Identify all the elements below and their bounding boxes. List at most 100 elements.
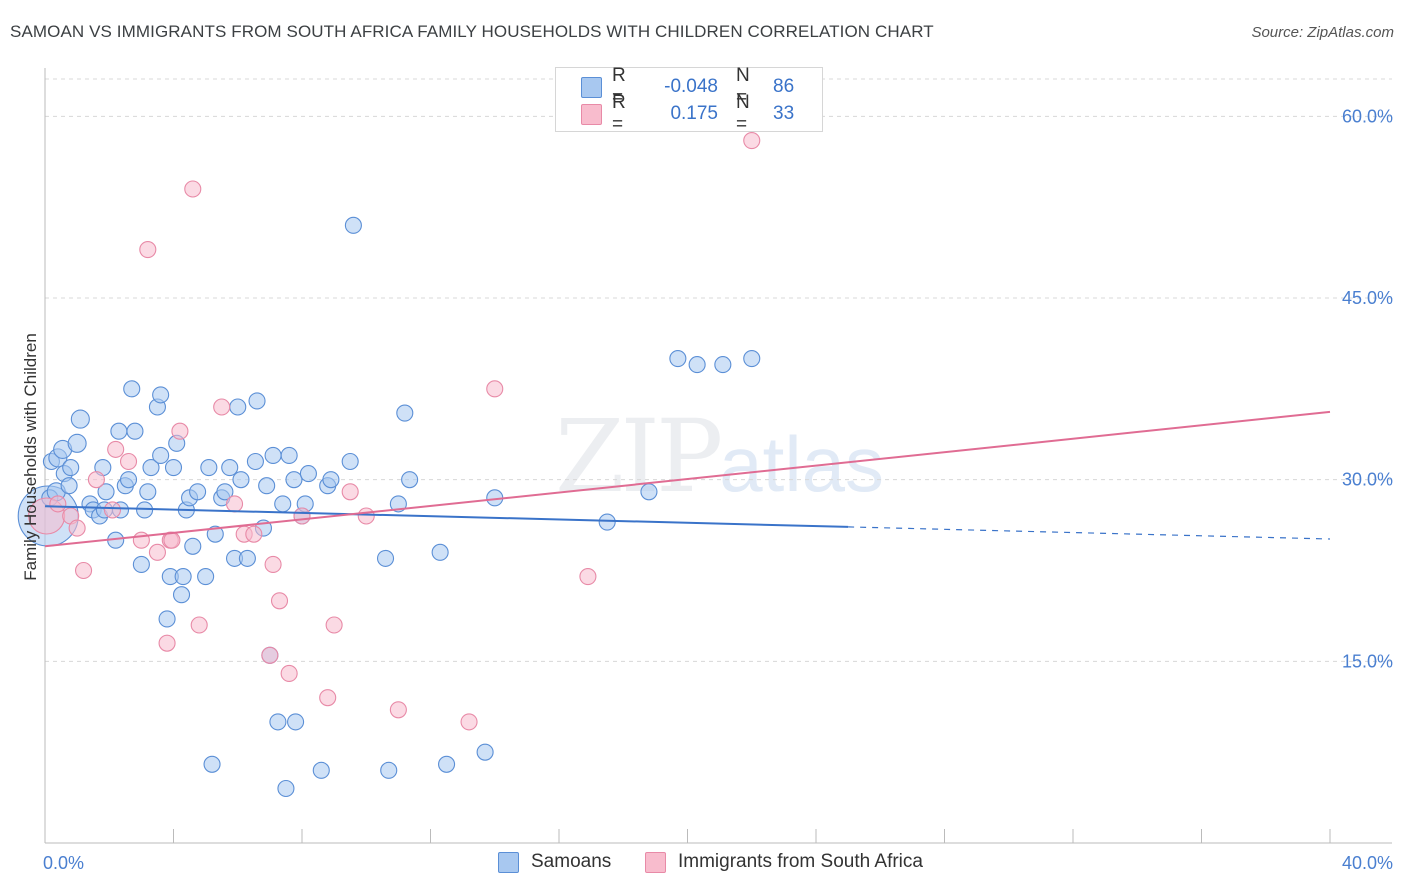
point-samoans (126, 422, 144, 440)
point-samoans (62, 459, 80, 477)
point-samoans (142, 459, 160, 477)
point-samoans (688, 356, 706, 374)
legend-swatch-samoans (581, 77, 602, 98)
point-samoans (221, 459, 239, 477)
legend-swatch-samoans (498, 851, 519, 873)
legend-label-samoans: Samoans (531, 851, 612, 872)
y-tick-label: 45.0% (1342, 288, 1393, 308)
point-south-africa (87, 471, 105, 489)
point-south-africa (270, 592, 289, 610)
point-samoans (269, 713, 287, 731)
point-south-africa (213, 398, 231, 416)
point-samoans (158, 610, 176, 628)
point-samoans (396, 404, 414, 422)
point-samoans (258, 477, 276, 495)
tick-labels: 15.0% 30.0% 45.0% 60.0% 0.0% 40.0% (43, 106, 1393, 873)
point-samoans (285, 471, 303, 489)
point-south-africa (148, 543, 166, 561)
trend-line-samoans (44, 505, 849, 528)
legend-item-samoans: Samoans (498, 851, 611, 873)
point-south-africa (389, 701, 407, 719)
point-samoans (67, 433, 87, 453)
point-samoans (206, 525, 224, 543)
point-samoans (322, 471, 340, 489)
point-south-africa (357, 507, 375, 525)
point-south-africa (293, 507, 311, 525)
point-samoans (401, 471, 419, 489)
point-samoans (189, 483, 207, 501)
point-samoans (139, 483, 157, 501)
point-samoans (264, 446, 282, 464)
point-south-africa (743, 132, 761, 150)
point-south-africa (486, 380, 504, 398)
point-samoans (164, 459, 183, 477)
point-samoans (132, 555, 150, 573)
point-south-africa (75, 561, 93, 580)
point-samoans (287, 713, 305, 731)
point-samoans (344, 216, 362, 234)
point-samoans (714, 356, 732, 374)
point-samoans (110, 422, 128, 440)
point-south-africa (225, 495, 244, 513)
legend-n-label: N = (736, 92, 750, 135)
point-south-africa (245, 525, 263, 543)
point-south-africa (49, 495, 67, 513)
y-tick-label: 15.0% (1342, 651, 1393, 671)
point-samoans (341, 452, 359, 471)
point-south-africa (579, 568, 597, 586)
point-samoans (376, 549, 395, 567)
point-samoans (380, 761, 398, 779)
data-points (17, 132, 761, 798)
point-south-africa (261, 646, 279, 664)
correlation-legend: R = -0.048 N = 86 R = 0.175 N = 33 (555, 65, 823, 135)
point-samoans (184, 537, 202, 555)
point-south-africa (341, 483, 359, 501)
point-samoans (277, 779, 295, 798)
point-samoans (70, 409, 90, 429)
point-samoans (299, 465, 317, 483)
point-samoans (172, 586, 191, 604)
point-south-africa (264, 555, 282, 573)
point-south-africa (68, 519, 86, 537)
point-samoans (431, 543, 449, 561)
x-tick-label: 40.0% (1342, 853, 1393, 873)
point-samoans (203, 755, 221, 773)
trend-line-samoans-extension (848, 526, 1331, 540)
y-tick-label: 60.0% (1342, 106, 1393, 126)
watermark-zip: ZIP (555, 398, 723, 515)
trend-lines (44, 410, 1331, 548)
legend-swatch-south-africa (645, 851, 666, 873)
legend-r-label: R = (612, 92, 626, 135)
point-samoans (97, 483, 115, 501)
point-samoans (743, 350, 761, 368)
point-samoans (238, 549, 256, 567)
legend-n-value: 86 (773, 76, 795, 97)
legend-label-south-africa: Immigrants from South Africa (678, 851, 923, 872)
point-samoans (280, 446, 298, 464)
point-samoans (274, 495, 292, 513)
x-tick-label: 0.0% (43, 853, 84, 873)
point-south-africa (119, 452, 138, 471)
point-south-africa (103, 501, 122, 519)
point-samoans (640, 483, 658, 501)
watermark-atlas: atlas (719, 420, 885, 508)
legend-r-value: 0.175 (670, 103, 718, 124)
axes (44, 68, 1392, 844)
point-south-africa (163, 531, 181, 549)
point-south-africa (158, 634, 176, 652)
watermark: ZIPatlas (555, 398, 884, 515)
point-samoans (248, 392, 266, 410)
point-south-africa (171, 422, 189, 440)
point-samoans (119, 471, 138, 489)
point-samoans (152, 386, 170, 404)
point-samoans (232, 471, 250, 489)
y-tick-label: 30.0% (1342, 470, 1393, 490)
point-samoans (200, 459, 218, 477)
point-south-africa (184, 180, 202, 198)
point-samoans (438, 755, 456, 773)
point-samoans (669, 350, 687, 368)
point-samoans (152, 446, 170, 464)
point-south-africa (319, 689, 337, 707)
y-axis-title: Family Households with Children (21, 333, 40, 581)
